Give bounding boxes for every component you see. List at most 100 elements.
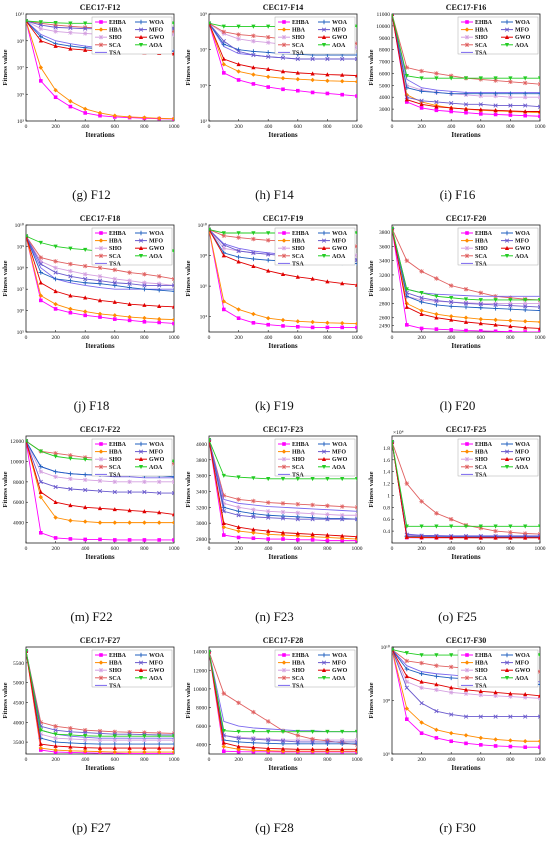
data-point xyxy=(251,236,256,242)
data-point xyxy=(340,320,345,326)
legend-marker xyxy=(321,449,327,454)
legend-label: SCA xyxy=(475,465,488,471)
series-aoa xyxy=(392,440,540,529)
legend-label: AOA xyxy=(515,254,529,260)
data-point xyxy=(464,110,468,115)
legend-item-sca: SCA xyxy=(278,42,305,49)
legend-marker xyxy=(98,253,104,258)
data-point xyxy=(538,330,540,332)
data-point xyxy=(221,505,226,510)
legend-label: WOA xyxy=(149,20,165,26)
legend-marker xyxy=(504,254,510,259)
data-point xyxy=(53,259,58,264)
chart-panel: CEC17-F16 0 200 400 600 800 1000 3000 4000 5000 60… xyxy=(366,0,549,211)
data-point xyxy=(340,325,344,330)
legend-marker xyxy=(321,456,327,461)
panel-caption: (k) F19 xyxy=(255,398,294,413)
data-point xyxy=(478,302,483,307)
y-tick-label: 2600 xyxy=(379,316,390,322)
data-point xyxy=(354,253,357,258)
y-tick-label: 7000 xyxy=(379,60,390,66)
legend-marker xyxy=(281,246,287,251)
data-point xyxy=(142,479,147,485)
legend-marker xyxy=(504,456,510,461)
data-point xyxy=(53,515,58,520)
legend-item-tsa: TSA xyxy=(461,50,487,56)
legend-item-sca: SCA xyxy=(278,464,305,471)
data-point xyxy=(478,298,483,303)
data-point xyxy=(38,479,43,484)
data-point xyxy=(434,76,439,81)
data-point xyxy=(280,513,286,519)
legend-marker xyxy=(281,449,287,454)
data-point xyxy=(325,517,330,522)
data-point xyxy=(251,65,256,70)
data-point xyxy=(83,263,88,269)
data-point xyxy=(392,440,395,445)
x-tick-label: 800 xyxy=(323,757,332,763)
data-point xyxy=(405,100,409,104)
legend-label: AOA xyxy=(515,676,529,682)
data-point xyxy=(53,20,58,26)
data-point xyxy=(523,325,528,330)
legend-label: AOA xyxy=(332,465,346,471)
data-point xyxy=(127,314,132,320)
panel-caption: (n) F23 xyxy=(255,609,294,624)
data-point xyxy=(280,509,286,515)
series-sca xyxy=(209,437,357,510)
data-point xyxy=(38,259,43,264)
legend: EHBA WOA HBA MFO SHO GWO SCA AOA TSA xyxy=(457,227,539,267)
series-woa xyxy=(26,233,174,294)
convergence-chart: CEC17-F16 0 200 400 600 800 1000 3000 4000 5000 60… xyxy=(368,3,546,139)
data-point xyxy=(83,487,88,493)
data-point xyxy=(266,315,271,321)
data-point xyxy=(157,274,162,279)
data-point xyxy=(221,509,226,514)
data-point xyxy=(463,91,469,96)
data-point xyxy=(236,475,241,480)
legend-marker xyxy=(281,42,287,47)
x-tick-label: 1000 xyxy=(169,757,180,763)
data-point xyxy=(493,693,498,698)
y-axis-label: Fitness value xyxy=(185,682,192,718)
data-point xyxy=(296,324,300,329)
data-point xyxy=(463,319,469,324)
x-tick-label: 800 xyxy=(140,546,149,552)
data-point xyxy=(508,306,513,312)
legend-item-hba: HBA xyxy=(95,238,123,245)
data-point xyxy=(142,319,147,324)
data-point xyxy=(538,114,540,119)
legend-marker xyxy=(464,35,470,40)
data-point xyxy=(478,524,483,529)
legend-label: EHBA xyxy=(292,653,310,659)
x-axis-label: Iterations xyxy=(451,553,480,561)
data-point xyxy=(68,25,73,31)
chart-title: CEC17-F19 xyxy=(263,214,303,223)
data-point xyxy=(354,231,357,236)
data-point xyxy=(404,481,409,486)
data-point xyxy=(478,692,483,698)
data-point xyxy=(434,302,439,308)
data-point xyxy=(508,113,513,117)
data-point xyxy=(38,240,43,245)
data-point xyxy=(266,515,271,520)
y-tick-label: 2490 xyxy=(379,324,390,330)
x-tick-label: 600 xyxy=(294,757,303,763)
legend-label: SHO xyxy=(109,35,122,41)
y-tick-label: 4000 xyxy=(13,720,24,726)
series-sho xyxy=(26,438,174,485)
legend-label: AOA xyxy=(332,254,346,260)
legend-label: WOA xyxy=(332,231,348,237)
x-tick-label: 0 xyxy=(391,335,394,341)
legend-marker xyxy=(99,653,103,657)
data-point xyxy=(171,51,174,56)
data-point xyxy=(419,269,424,274)
data-point xyxy=(449,299,454,305)
data-point xyxy=(266,35,271,40)
data-point xyxy=(310,77,315,83)
series-aoa xyxy=(209,438,357,482)
x-tick-label: 400 xyxy=(447,335,456,341)
legend-label: HBA xyxy=(109,239,123,245)
data-point xyxy=(251,52,256,58)
y-axis-label: Fitness value xyxy=(185,471,192,507)
